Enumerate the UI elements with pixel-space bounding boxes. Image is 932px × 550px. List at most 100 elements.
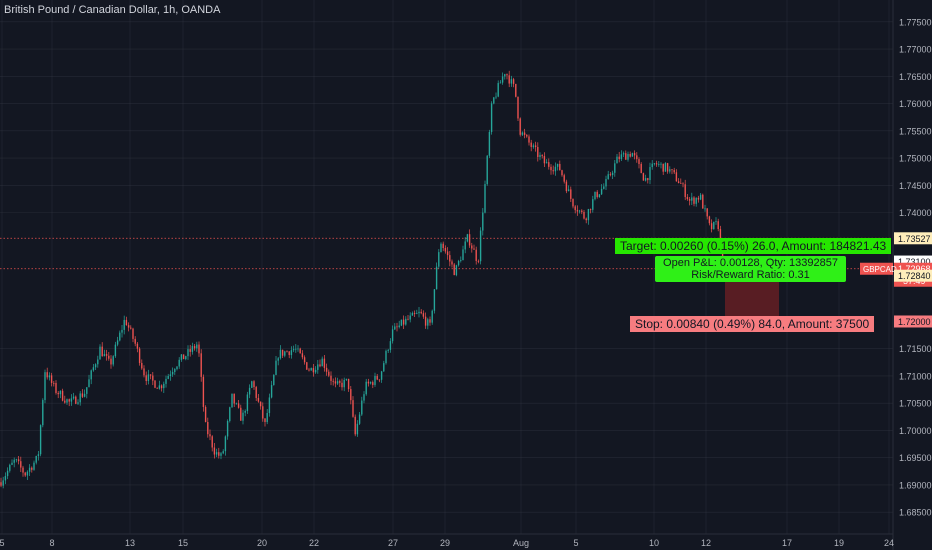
candle-body — [431, 310, 433, 323]
candle-body — [314, 369, 317, 373]
candle-body — [266, 413, 268, 423]
candle-body — [607, 174, 609, 180]
candle-body — [4, 476, 7, 481]
candle-body — [440, 243, 442, 253]
stop-label[interactable]: Stop: 0.00840 (0.49%) 84.0, Amount: 3750… — [630, 316, 875, 332]
candle-body — [383, 363, 385, 372]
candle-body — [55, 383, 57, 393]
candle-body — [6, 470, 9, 477]
candle-body — [396, 326, 398, 328]
candle-body — [248, 387, 251, 395]
candle-body — [464, 241, 466, 250]
candle-body — [684, 184, 686, 198]
candle-body — [275, 360, 277, 375]
candle-body — [691, 197, 693, 201]
candle-body — [649, 167, 651, 181]
candle-body — [90, 370, 92, 380]
candle-body — [336, 381, 339, 384]
candle-body — [330, 375, 332, 381]
candle-body — [490, 103, 493, 132]
candle-body — [2, 480, 4, 486]
candle-body — [543, 156, 546, 164]
candle-body — [17, 459, 20, 462]
target-label[interactable]: Target: 0.00260 (0.15%) 26.0, Amount: 18… — [615, 238, 892, 254]
candle-body — [70, 398, 73, 402]
candle-body — [420, 311, 422, 314]
candle-body — [614, 163, 616, 173]
price-tag-entry-level-bg — [894, 269, 932, 282]
risk-zone[interactable] — [725, 275, 779, 322]
candle-body — [66, 399, 68, 403]
candle-body — [583, 211, 585, 219]
candle-body — [213, 447, 216, 455]
candle-body — [686, 197, 689, 200]
candle-body — [193, 346, 196, 349]
price-tick-label: 1.71000 — [899, 371, 932, 381]
candle-body — [156, 387, 158, 389]
candle-body — [92, 367, 95, 371]
time-axis[interactable]: 5 8 13 15 20 22 27 29 Aug 5 10 12 17 19 24 — [0, 538, 894, 548]
price-tick-label: 1.69000 — [899, 480, 932, 490]
candle-body — [394, 326, 396, 330]
candle-body — [147, 374, 150, 382]
candle-body — [152, 375, 154, 381]
candle-body — [110, 358, 112, 365]
candle-body — [303, 357, 306, 363]
price-tag-entry-level-text: 1.72840 — [898, 271, 931, 281]
candle-body — [268, 397, 271, 414]
candle-body — [130, 327, 132, 329]
price-tick-label: 1.70500 — [899, 399, 932, 409]
candle-body — [158, 385, 161, 389]
candle-body — [0, 482, 2, 486]
time-tick-label: 5 — [0, 538, 5, 548]
candle-body — [365, 381, 367, 395]
candle-body — [198, 344, 200, 354]
candle-body — [376, 375, 378, 380]
candle-body — [629, 153, 631, 157]
candle-body — [178, 359, 180, 367]
candle-body — [453, 264, 455, 276]
candle-body — [605, 179, 607, 187]
candle-body — [235, 403, 238, 405]
candle-body — [281, 349, 284, 356]
candle-body — [141, 362, 143, 369]
candle-body — [229, 407, 231, 421]
candle-body — [704, 208, 706, 210]
candle-body — [165, 378, 167, 384]
time-tick-label: Aug — [513, 538, 529, 548]
candle-body — [653, 163, 656, 165]
candle-body — [187, 349, 189, 357]
candle-body — [204, 406, 207, 422]
candle-body — [356, 423, 359, 435]
candle-body — [77, 402, 79, 404]
candle-body — [585, 218, 587, 221]
candle-body — [664, 163, 667, 172]
candle-body — [699, 194, 702, 200]
candle-body — [622, 153, 625, 155]
candle-body — [651, 163, 653, 168]
candle-body — [237, 403, 240, 408]
candle-body — [578, 210, 581, 212]
pnl-box[interactable]: Open P&L: 0.00128, Qty: 13392857 Risk/Re… — [655, 256, 846, 282]
time-tick-label: 12 — [701, 538, 711, 548]
candle-body — [451, 261, 453, 265]
candle-body — [519, 118, 521, 135]
candle-body — [457, 261, 460, 266]
price-axis[interactable]: 1.77500 1.77000 1.76500 1.76000 1.75500 1.750… — [860, 17, 932, 518]
candle-body — [567, 189, 570, 192]
candle-body — [39, 425, 42, 455]
candle-body — [475, 249, 477, 261]
candle-body — [339, 381, 341, 383]
candle-body — [455, 265, 458, 276]
candle-body — [526, 134, 528, 137]
candle-body — [545, 162, 548, 164]
candle-body — [572, 198, 574, 207]
candle-body — [477, 260, 480, 262]
candle-body — [163, 383, 165, 389]
time-tick-label: 22 — [309, 538, 319, 548]
candle-body — [658, 164, 660, 165]
candle-body — [442, 243, 444, 249]
candle-body — [620, 154, 623, 160]
candle-body — [149, 374, 152, 376]
